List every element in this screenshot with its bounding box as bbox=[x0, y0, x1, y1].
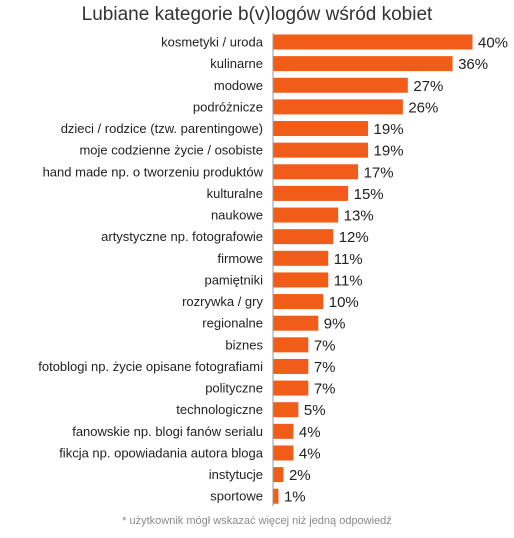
category-label: artystyczne np. fotografowie bbox=[101, 229, 263, 244]
chart-footnote: * użytkownik mógł wskazać więcej niż jed… bbox=[122, 515, 392, 527]
bar bbox=[273, 272, 329, 288]
bar bbox=[273, 380, 309, 396]
value-label: 7% bbox=[314, 359, 336, 376]
bar bbox=[273, 358, 309, 374]
value-label: 11% bbox=[334, 272, 363, 289]
category-label: regionalne bbox=[202, 316, 263, 331]
category-label: fikcja np. opowiadania autora bloga bbox=[59, 445, 264, 460]
bar bbox=[273, 77, 408, 93]
category-label: polityczne bbox=[205, 381, 263, 396]
category-label: modowe bbox=[214, 78, 263, 93]
bar bbox=[273, 250, 329, 266]
bar bbox=[273, 185, 349, 201]
bar bbox=[273, 445, 294, 461]
value-label: 11% bbox=[334, 251, 363, 268]
category-label: hand made np. o tworzeniu produktów bbox=[43, 164, 264, 179]
category-label: sportowe bbox=[210, 489, 263, 504]
value-label: 9% bbox=[324, 316, 346, 333]
category-label: technologiczne bbox=[176, 402, 263, 417]
value-label: 19% bbox=[374, 143, 404, 160]
value-label: 40% bbox=[478, 35, 508, 52]
value-label: 10% bbox=[329, 294, 359, 311]
bar bbox=[273, 294, 324, 310]
bar bbox=[273, 402, 299, 418]
bar bbox=[273, 34, 473, 50]
value-label: 17% bbox=[364, 164, 394, 181]
value-label: 7% bbox=[314, 381, 336, 398]
value-label: 15% bbox=[354, 186, 384, 203]
category-label: pamiętniki bbox=[204, 272, 263, 287]
category-label: rozrywka / gry bbox=[182, 294, 263, 309]
value-label: 19% bbox=[374, 121, 404, 138]
category-label: instytucje bbox=[209, 467, 263, 482]
category-label: podróżnicze bbox=[193, 99, 263, 114]
value-label: 13% bbox=[344, 208, 374, 225]
category-label: moje codzienne życie / osobiste bbox=[79, 143, 263, 158]
bar bbox=[273, 337, 309, 353]
bar bbox=[273, 56, 453, 72]
category-label: fotoblogi np. życie opisane fotografiami bbox=[38, 359, 263, 374]
category-label: kulinarne bbox=[210, 56, 263, 71]
value-label: 4% bbox=[299, 424, 321, 441]
bar bbox=[273, 142, 369, 158]
category-label: kulturalne bbox=[207, 186, 263, 201]
value-label: 1% bbox=[284, 489, 306, 506]
bar bbox=[273, 164, 359, 180]
category-label: naukowe bbox=[211, 208, 263, 223]
category-label: firmowe bbox=[217, 251, 263, 266]
value-label: 27% bbox=[413, 78, 443, 95]
value-label: 26% bbox=[408, 99, 438, 116]
bar bbox=[273, 488, 279, 504]
value-label: 4% bbox=[299, 445, 321, 462]
bar bbox=[273, 467, 284, 483]
bar bbox=[273, 229, 334, 245]
value-label: 12% bbox=[339, 229, 369, 246]
bar bbox=[273, 99, 403, 115]
value-label: 7% bbox=[314, 337, 336, 354]
value-label: 36% bbox=[458, 56, 488, 73]
bar bbox=[273, 423, 294, 439]
category-label: dzieci / rodzice (tzw. parentingowe) bbox=[61, 121, 263, 136]
chart-title: Lubiane kategorie b(v)logów wśród kobiet bbox=[81, 4, 433, 25]
category-label: fanowskie np. blogi fanów serialu bbox=[72, 424, 263, 439]
category-label: kosmetyki / uroda bbox=[161, 35, 264, 50]
value-label: 5% bbox=[304, 402, 326, 419]
value-label: 2% bbox=[289, 467, 311, 484]
bar bbox=[273, 207, 339, 223]
category-label: biznes bbox=[225, 337, 263, 352]
bar bbox=[273, 121, 369, 137]
bar bbox=[273, 315, 319, 331]
